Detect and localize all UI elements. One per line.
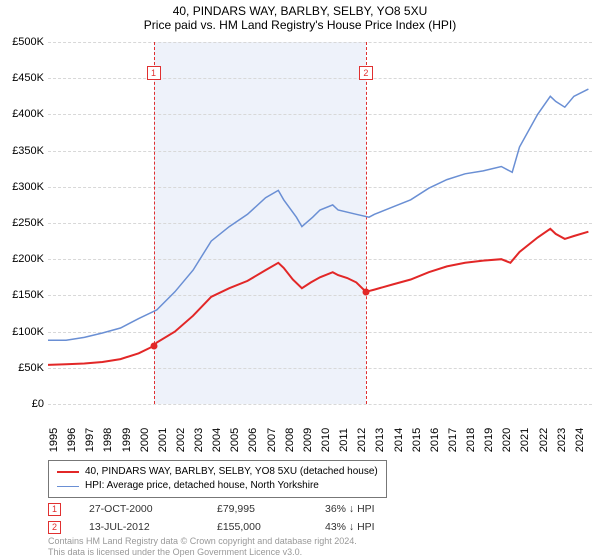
legend-label: HPI: Average price, detached house, Nort…	[85, 479, 319, 493]
x-axis-label: 1999	[121, 428, 133, 452]
x-axis-label: 2000	[139, 428, 151, 452]
x-axis-label: 2013	[374, 428, 386, 452]
legend-swatch	[57, 486, 79, 487]
x-axis-label: 2004	[211, 428, 223, 452]
y-axis-label: £450K	[0, 72, 44, 84]
transaction-price: £155,000	[217, 521, 297, 533]
title-address: 40, PINDARS WAY, BARLBY, SELBY, YO8 5XU	[0, 4, 600, 18]
x-axis-label: 2008	[284, 428, 296, 452]
title-block: 40, PINDARS WAY, BARLBY, SELBY, YO8 5XU …	[0, 0, 600, 34]
x-axis-label: 2015	[411, 428, 423, 452]
x-axis-labels: 1995 1996 1997 1998 1999 2000 2001 2002 2003 2004…	[48, 406, 592, 454]
y-axis-label: £300K	[0, 181, 44, 193]
transactions-table: 1 27-OCT-2000 £79,995 36% ↓ HPI 2 13-JUL…	[48, 500, 415, 536]
x-axis-label: 2002	[175, 428, 187, 452]
x-axis-label: 2019	[483, 428, 495, 452]
y-axis-label: £0	[0, 398, 44, 410]
sale-point-dot	[150, 343, 157, 350]
x-axis-label: 2021	[519, 428, 531, 452]
x-axis-label: 2006	[247, 428, 259, 452]
x-axis-label: 2017	[447, 428, 459, 452]
y-axis-label: £200K	[0, 253, 44, 265]
x-axis-label: 2018	[465, 428, 477, 452]
legend-label: 40, PINDARS WAY, BARLBY, SELBY, YO8 5XU …	[85, 465, 378, 479]
x-axis-label: 2016	[429, 428, 441, 452]
x-axis-label: 2023	[556, 428, 568, 452]
x-axis-label: 2011	[338, 428, 350, 452]
x-axis-label: 2007	[266, 428, 278, 452]
x-axis-label: 2014	[393, 428, 405, 452]
transaction-marker: 1	[48, 503, 61, 516]
transaction-marker: 2	[48, 521, 61, 534]
x-axis-label: 2003	[193, 428, 205, 452]
series-hpi	[48, 89, 588, 340]
x-axis-label: 2022	[538, 428, 550, 452]
y-axis-label: £150K	[0, 289, 44, 301]
chart-container: 40, PINDARS WAY, BARLBY, SELBY, YO8 5XU …	[0, 0, 600, 560]
y-axis-label: £50K	[0, 362, 44, 374]
transaction-row: 1 27-OCT-2000 £79,995 36% ↓ HPI	[48, 500, 415, 518]
legend-row: HPI: Average price, detached house, Nort…	[57, 479, 378, 493]
transaction-price: £79,995	[217, 503, 297, 515]
x-axis-label: 2001	[157, 428, 169, 452]
legend-swatch	[57, 471, 79, 473]
x-axis-label: 2024	[574, 428, 586, 452]
y-axis-label: £100K	[0, 326, 44, 338]
x-axis-label: 2009	[302, 428, 314, 452]
title-subtitle: Price paid vs. HM Land Registry's House …	[0, 18, 600, 32]
legend: 40, PINDARS WAY, BARLBY, SELBY, YO8 5XU …	[48, 460, 387, 498]
x-axis-label: 1996	[66, 428, 78, 452]
plot-area: 12	[48, 42, 592, 404]
footer-line: Contains HM Land Registry data © Crown c…	[48, 536, 357, 547]
x-axis-label: 1995	[48, 428, 60, 452]
transaction-date: 27-OCT-2000	[89, 503, 189, 515]
y-axis-label: £400K	[0, 108, 44, 120]
x-axis-label: 2005	[229, 428, 241, 452]
x-axis-label: 2012	[356, 428, 368, 452]
y-axis-label: £350K	[0, 145, 44, 157]
sale-point-dot	[362, 288, 369, 295]
y-axis-label: £250K	[0, 217, 44, 229]
transaction-date: 13-JUL-2012	[89, 521, 189, 533]
footer-line: This data is licensed under the Open Gov…	[48, 547, 357, 558]
transaction-row: 2 13-JUL-2012 £155,000 43% ↓ HPI	[48, 518, 415, 536]
transaction-delta: 36% ↓ HPI	[325, 503, 415, 515]
y-axis-label: £500K	[0, 36, 44, 48]
x-axis-label: 1998	[102, 428, 114, 452]
x-axis-label: 2010	[320, 428, 332, 452]
x-axis-label: 2020	[501, 428, 513, 452]
transaction-delta: 43% ↓ HPI	[325, 521, 415, 533]
series-property_price	[48, 229, 588, 365]
x-axis-label: 1997	[84, 428, 96, 452]
chart-area: £0 £50K £100K £150K £200K £250K £300K £350K £400…	[0, 34, 600, 454]
legend-row: 40, PINDARS WAY, BARLBY, SELBY, YO8 5XU …	[57, 465, 378, 479]
footer-attribution: Contains HM Land Registry data © Crown c…	[48, 536, 357, 558]
